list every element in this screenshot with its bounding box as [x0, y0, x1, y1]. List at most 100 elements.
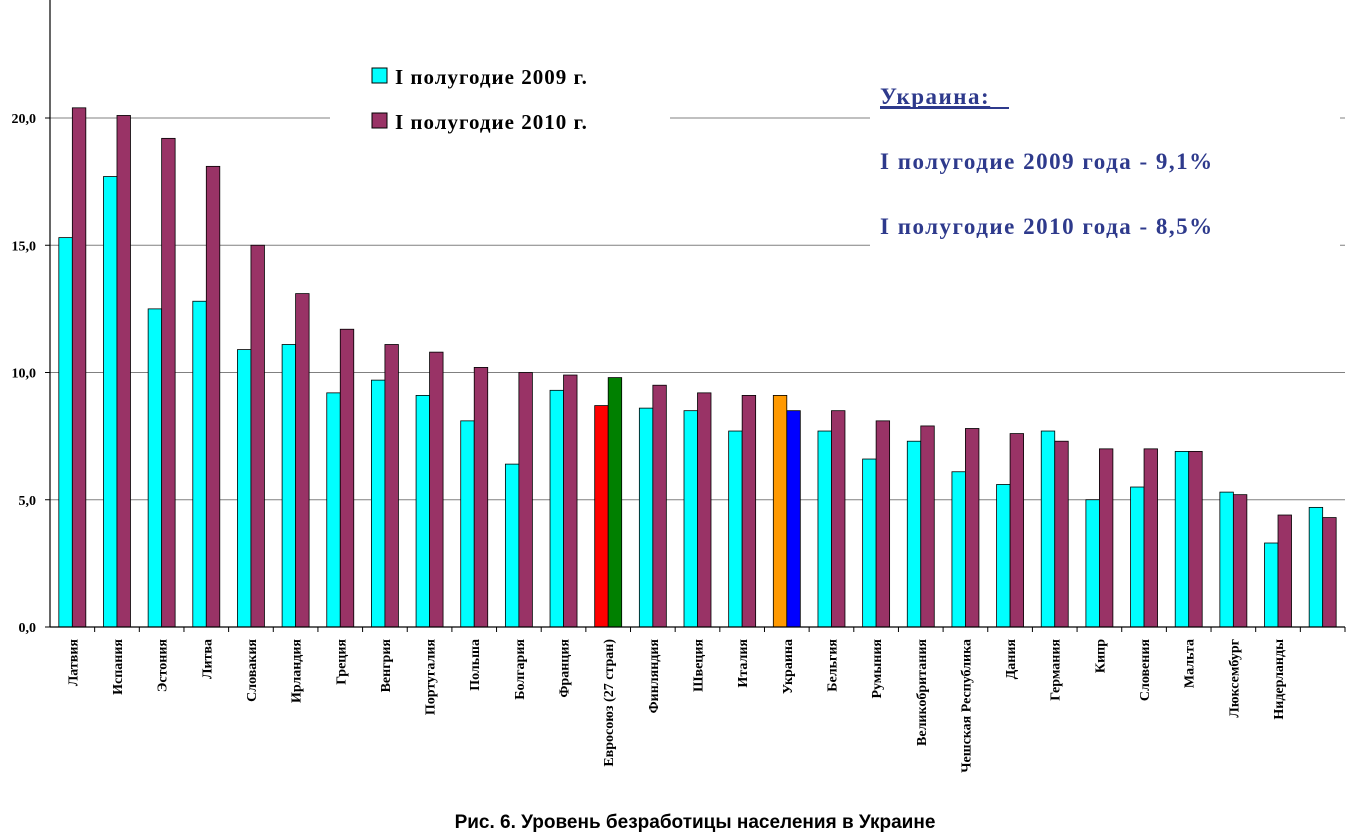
- bar-2010: [250, 244, 265, 628]
- category-label: Швеция: [692, 639, 707, 692]
- category-label: Румыния: [870, 639, 885, 699]
- bar-2009: [1219, 491, 1234, 628]
- bar-2010: [965, 428, 980, 628]
- legend: I полугодие 2009 г. I полугодие 2010 г.: [330, 62, 670, 134]
- legend-label-2009: I полугодие 2009 г.: [395, 65, 588, 89]
- legend-swatch-2009: [371, 67, 388, 84]
- y-tick-label: 15,0: [12, 239, 37, 254]
- bar-2009: [58, 237, 73, 628]
- bar-2010: [71, 107, 87, 628]
- category-label: Испания: [111, 639, 126, 695]
- y-tick-label: 20,0: [12, 112, 37, 127]
- category-label: Великобритания: [915, 639, 930, 746]
- bars: [58, 107, 1337, 628]
- bar-2010: [1098, 448, 1114, 628]
- category-label: Евросоюз (27 стран): [602, 639, 617, 767]
- bar-2009: [1174, 450, 1190, 628]
- bar-2009: [504, 463, 520, 628]
- category-label: Германия: [1049, 639, 1064, 701]
- bar-2009: [103, 176, 118, 628]
- bar-2009: [1130, 486, 1145, 628]
- bar-2010: [563, 374, 578, 628]
- bar-2010: [1009, 433, 1024, 628]
- bar-2009: [371, 379, 386, 628]
- bar-2010: [473, 367, 489, 628]
- bar-2009: [326, 392, 341, 628]
- bar-2010: [1277, 514, 1292, 628]
- bar-2009: [1264, 542, 1279, 628]
- bar-2009: [772, 395, 788, 628]
- category-label: Болгария: [513, 639, 528, 700]
- bar-2010: [920, 425, 935, 628]
- bar-2009: [147, 308, 163, 628]
- category-label: Греция: [334, 639, 349, 685]
- bar-2009: [638, 407, 654, 628]
- bar-2010: [652, 384, 667, 628]
- bar-2010: [607, 377, 623, 628]
- bar-2009: [594, 405, 609, 628]
- bar-2010: [786, 410, 801, 628]
- bar-2010: [1054, 440, 1069, 628]
- category-label: Дания: [1004, 639, 1019, 680]
- bar-2010: [116, 115, 131, 628]
- category-label: Франция: [558, 639, 573, 698]
- bar-2010: [831, 410, 846, 628]
- category-label: Словакия: [245, 639, 260, 702]
- ukraine-annotation: Украина: I полугодие 2009 года - 9,1% I …: [870, 70, 1340, 248]
- category-label: Италия: [736, 639, 751, 688]
- y-tick-label: 0,0: [19, 621, 37, 636]
- bar-2010: [741, 395, 757, 628]
- category-label: Финляндия: [647, 639, 662, 714]
- category-labels: Латвия Испания Эстония Литва Словакия Ирланди…: [66, 639, 1287, 773]
- bar-2009: [683, 410, 698, 628]
- bar-2009: [728, 430, 743, 628]
- category-label: Чешская Республика: [959, 639, 974, 773]
- bar-2009: [237, 349, 252, 628]
- y-tick-labels: 0,0 5,0 10,0 15,0 20,0: [12, 112, 37, 636]
- annotation-line-2010: I полугодие 2010 года - 8,5%: [880, 214, 1214, 239]
- bar-2009: [951, 471, 966, 628]
- category-label: Ирландия: [290, 639, 305, 703]
- bar-2010: [1188, 450, 1203, 628]
- bar-2009: [1040, 430, 1056, 628]
- unemployment-bar-chart: 0,05,010,015,020,0 Латвия Испания Эстония Л…: [12, 0, 1346, 773]
- category-label: Литва: [200, 639, 215, 679]
- bar-2009: [549, 389, 564, 628]
- bar-2010: [205, 165, 221, 628]
- category-label: Мальта: [1183, 639, 1198, 688]
- category-label: Латвия: [66, 639, 81, 687]
- bar-2009: [415, 395, 430, 628]
- legend-swatch-2010: [371, 112, 388, 129]
- annotation-background: [870, 70, 1340, 248]
- bar-2010: [161, 137, 176, 628]
- bar-2010: [384, 344, 399, 628]
- bar-2010: [518, 372, 533, 628]
- annotation-line-2009: I полугодие 2009 года - 9,1%: [880, 149, 1214, 174]
- bar-2010: [875, 420, 891, 628]
- category-label: Словения: [1138, 639, 1153, 702]
- bar-2010: [1232, 494, 1248, 628]
- category-label: Бельгия: [825, 639, 840, 692]
- bar-2010: [339, 328, 355, 628]
- y-tick-label: 5,0: [19, 494, 37, 509]
- bar-2009: [460, 420, 475, 628]
- bar-2009: [906, 440, 922, 628]
- bar-2009: [862, 458, 877, 628]
- figure-caption: Рис. 6. Уровень безработицы населения в …: [454, 812, 936, 833]
- category-label: Кипр: [1093, 639, 1108, 673]
- bar-2010: [429, 351, 444, 628]
- legend-label-2010: I полугодие 2010 г.: [395, 110, 588, 134]
- category-label: Португалия: [424, 639, 439, 716]
- axes: [45, 0, 1346, 632]
- bar-2009: [1308, 506, 1324, 628]
- category-label: Венгрия: [379, 639, 394, 693]
- category-label: Люксембург: [1227, 639, 1242, 718]
- bar-2010: [295, 293, 310, 628]
- bar-2009: [996, 484, 1011, 628]
- category-label: Украина: [781, 639, 796, 694]
- y-tick-label: 10,0: [12, 367, 37, 382]
- bar-2009: [817, 430, 832, 628]
- bar-2009: [1085, 499, 1100, 628]
- bar-2010: [1143, 448, 1158, 628]
- bar-2009: [281, 344, 297, 628]
